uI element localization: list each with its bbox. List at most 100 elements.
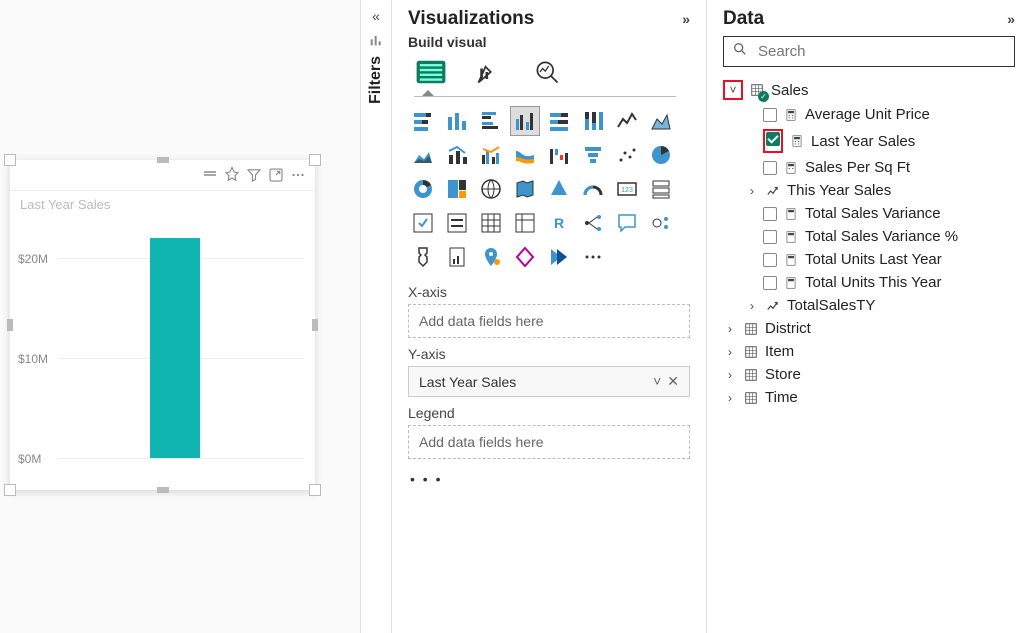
- report-canvas[interactable]: Last Year Sales $20M $10M $0M: [0, 0, 360, 633]
- field-last-year-sales[interactable]: Last Year Sales: [723, 126, 1015, 156]
- collapse-data-icon[interactable]: »: [1007, 11, 1015, 27]
- format-visual-tab[interactable]: [470, 54, 508, 90]
- checkbox[interactable]: [763, 276, 777, 290]
- viz-scatter[interactable]: [612, 140, 642, 170]
- table-store[interactable]: › Store: [723, 363, 1015, 386]
- checkbox[interactable]: [763, 230, 777, 244]
- legend-drop[interactable]: Add data fields here: [408, 425, 690, 459]
- field-average-unit-price[interactable]: Average Unit Price: [723, 103, 1015, 126]
- viz-donut[interactable]: [408, 174, 438, 204]
- viz-paginated-report[interactable]: [442, 242, 472, 272]
- bar-last-year-sales[interactable]: [150, 238, 200, 458]
- analytics-tab[interactable]: [528, 54, 566, 90]
- resize-handle-br[interactable]: [309, 484, 321, 496]
- chevron-down-icon[interactable]: ˅: [726, 83, 740, 97]
- viz-stacked-area[interactable]: [408, 140, 438, 170]
- table-sales[interactable]: ˅ Sales: [723, 77, 1015, 103]
- remove-field-icon[interactable]: ✕: [667, 373, 679, 390]
- chevron-right-icon[interactable]: ›: [723, 345, 737, 359]
- checkbox[interactable]: [763, 108, 777, 122]
- collapse-visualizations-icon[interactable]: »: [682, 11, 690, 27]
- viz-multi-row-card[interactable]: [646, 174, 676, 204]
- viz-stacked-bar[interactable]: [408, 106, 438, 136]
- viz-treemap[interactable]: [442, 174, 472, 204]
- legend-well[interactable]: Legend Add data fields here: [408, 405, 690, 459]
- viz-line-stacked-column[interactable]: [442, 140, 472, 170]
- search-input[interactable]: [756, 42, 1006, 61]
- xaxis-well[interactable]: X-axis Add data fields here: [408, 284, 690, 338]
- viz-decomposition-tree[interactable]: [578, 208, 608, 238]
- xaxis-drop[interactable]: Add data fields here: [408, 304, 690, 338]
- calc-icon: [783, 160, 799, 176]
- viz-qa[interactable]: [612, 208, 642, 238]
- table-time[interactable]: › Time: [723, 386, 1015, 409]
- checkbox[interactable]: [763, 253, 777, 267]
- field-this-year-sales[interactable]: › This Year Sales: [723, 179, 1015, 202]
- drag-lines-icon[interactable]: [201, 166, 219, 184]
- resize-handle-top[interactable]: [157, 157, 169, 163]
- viz-clustered-column[interactable]: [510, 106, 540, 136]
- viz-line-clustered-column[interactable]: [476, 140, 506, 170]
- more-options-icon[interactable]: [289, 166, 307, 184]
- yaxis-pill[interactable]: Last Year Sales ˅ ✕: [408, 366, 690, 397]
- filters-panel-collapsed[interactable]: « Filters: [360, 0, 392, 633]
- build-visual-tab[interactable]: [412, 54, 450, 90]
- chevron-right-icon[interactable]: ›: [723, 391, 737, 405]
- viz-funnel[interactable]: [578, 140, 608, 170]
- checkbox-checked[interactable]: [766, 132, 780, 146]
- visual-frame[interactable]: Last Year Sales $20M $10M $0M: [10, 160, 315, 490]
- viz-gauge[interactable]: [578, 174, 608, 204]
- expand-filters-icon[interactable]: «: [372, 8, 380, 24]
- viz-power-apps[interactable]: [510, 242, 540, 272]
- filter-icon[interactable]: [245, 166, 263, 184]
- field-total-sales-variance-pct[interactable]: Total Sales Variance %: [723, 225, 1015, 248]
- field-sales-per-sq-ft[interactable]: Sales Per Sq Ft: [723, 156, 1015, 179]
- viz-pie[interactable]: [646, 140, 676, 170]
- checkbox[interactable]: [763, 207, 777, 221]
- field-total-sales-variance[interactable]: Total Sales Variance: [723, 202, 1015, 225]
- resize-handle-bl[interactable]: [4, 484, 16, 496]
- yaxis-well[interactable]: Y-axis Last Year Sales ˅ ✕: [408, 346, 690, 397]
- viz-kpi[interactable]: [408, 208, 438, 238]
- chevron-right-icon[interactable]: ›: [745, 299, 759, 313]
- viz-stacked-column[interactable]: [442, 106, 472, 136]
- viz-filled-map[interactable]: [510, 174, 540, 204]
- viz-arcgis[interactable]: [476, 242, 506, 272]
- resize-handle-tr[interactable]: [309, 154, 321, 166]
- viz-waterfall[interactable]: [544, 140, 574, 170]
- viz-map[interactable]: [476, 174, 506, 204]
- viz-goals[interactable]: [408, 242, 438, 272]
- viz-slicer[interactable]: [442, 208, 472, 238]
- viz-line[interactable]: [612, 106, 642, 136]
- viz-more[interactable]: [578, 242, 608, 272]
- table-district[interactable]: › District: [723, 317, 1015, 340]
- resize-handle-tl[interactable]: [4, 154, 16, 166]
- viz-key-influencers[interactable]: [646, 208, 676, 238]
- viz-card[interactable]: 123: [612, 174, 642, 204]
- search-box[interactable]: [723, 36, 1015, 67]
- table-item[interactable]: › Item: [723, 340, 1015, 363]
- field-total-units-this-year[interactable]: Total Units This Year: [723, 271, 1015, 294]
- viz-100-stacked-column[interactable]: [578, 106, 608, 136]
- chevron-down-icon[interactable]: ˅: [653, 373, 661, 390]
- resize-handle-bottom[interactable]: [157, 487, 169, 493]
- viz-ribbon[interactable]: [510, 140, 540, 170]
- viz-table[interactable]: [476, 208, 506, 238]
- table-label: Store: [765, 366, 801, 383]
- field-total-sales-ty[interactable]: › TotalSalesTY: [723, 294, 1015, 317]
- chevron-right-icon[interactable]: ›: [723, 322, 737, 336]
- viz-azure-map[interactable]: [544, 174, 574, 204]
- chevron-right-icon[interactable]: ›: [745, 184, 759, 198]
- chevron-right-icon[interactable]: ›: [723, 368, 737, 382]
- field-total-units-last-year[interactable]: Total Units Last Year: [723, 248, 1015, 271]
- viz-100-stacked-bar[interactable]: [544, 106, 574, 136]
- viz-clustered-bar[interactable]: [476, 106, 506, 136]
- more-wells-icon[interactable]: • • •: [408, 467, 690, 491]
- focus-mode-icon[interactable]: [267, 166, 285, 184]
- viz-r-visual[interactable]: R: [544, 208, 574, 238]
- viz-power-automate[interactable]: [544, 242, 574, 272]
- pin-icon[interactable]: [223, 166, 241, 184]
- checkbox[interactable]: [763, 161, 777, 175]
- viz-area[interactable]: [646, 106, 676, 136]
- viz-matrix[interactable]: [510, 208, 540, 238]
